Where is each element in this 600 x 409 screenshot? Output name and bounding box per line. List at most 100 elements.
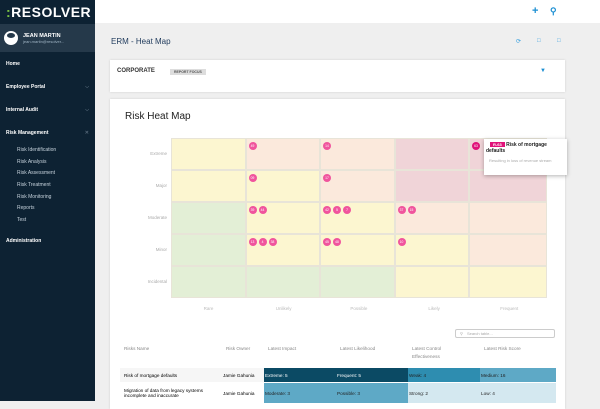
column-header[interactable]: Latest Likelihood xyxy=(340,346,376,351)
tooltip-risk-id: R-63 xyxy=(490,142,505,147)
table-row[interactable]: Risk of mortgage defaults Jamie Gahunia Ex… xyxy=(120,368,556,382)
heat-map-cell[interactable]: 14 xyxy=(320,138,395,170)
risk-bubble[interactable]: 10 xyxy=(397,238,406,246)
sidebar-item-risk-management[interactable]: Risk Management ✕ xyxy=(0,121,95,144)
risk-bubble[interactable]: 5 xyxy=(333,206,341,214)
heat-map-cell[interactable] xyxy=(171,202,246,234)
heat-map-cell[interactable] xyxy=(171,138,246,170)
sidebar-subitem[interactable]: Risk Monitoring xyxy=(17,193,52,200)
risk-bubble[interactable]: 42 xyxy=(323,206,331,214)
heat-map-cell[interactable]: 09 xyxy=(245,170,320,202)
table-cell: Medium: 16 xyxy=(480,368,556,382)
heat-map-cell[interactable] xyxy=(320,266,395,298)
table-cell: Low: 4 xyxy=(480,383,556,403)
filter-icon[interactable]: ▼ xyxy=(540,68,546,74)
sidebar-subitem[interactable]: Risk Analysis xyxy=(17,158,47,165)
table-cell: Frequent: 5 xyxy=(336,368,408,382)
refresh-icon[interactable]: ⟳ xyxy=(516,39,522,45)
heat-map-cell[interactable] xyxy=(469,202,547,234)
heat-map-cell[interactable] xyxy=(469,234,547,266)
column-header[interactable]: Latest Risk Score xyxy=(484,346,521,351)
risk-bubble[interactable]: 09 xyxy=(248,174,257,182)
user-profile[interactable]: JEAN MARTIN jean.martin@resolver... xyxy=(0,24,95,52)
column-label: Unlikely xyxy=(275,306,292,311)
tooltip-title: Risk of mortgage defaults xyxy=(486,142,547,154)
risk-bubble[interactable]: 17 xyxy=(323,174,331,182)
risk-bubble[interactable]: 38 xyxy=(268,238,277,246)
risk-bubble[interactable]: 44 xyxy=(258,206,267,214)
table-cell: Possible: 3 xyxy=(336,383,408,403)
column-label: Possible xyxy=(350,306,368,311)
search-icon[interactable]: ⚲ xyxy=(550,6,557,16)
risk-bubble[interactable]: 4 xyxy=(258,238,267,246)
row-label: Minor xyxy=(155,247,167,252)
heat-map-cell[interactable]: 42 5 7 xyxy=(320,202,395,234)
focus-label: CORPORATE xyxy=(117,68,155,74)
column-header[interactable]: Latest Control Effectiveness xyxy=(412,346,442,359)
sidebar: :RESOLVER JEAN MARTIN jean.martin@resolve… xyxy=(0,0,95,401)
heat-map-cell[interactable] xyxy=(469,266,547,298)
sidebar-item-home[interactable]: Home xyxy=(0,52,95,75)
document-icon[interactable]: □ xyxy=(537,38,541,44)
top-bar: + ⚲ xyxy=(95,0,600,23)
column-label: Likely xyxy=(428,306,440,311)
page-title: ERM - Heat Map xyxy=(111,37,171,46)
logo[interactable]: :RESOLVER xyxy=(6,4,92,20)
sidebar-subitem[interactable]: Test xyxy=(17,216,27,223)
sidebar-subitem[interactable]: Risk Assessment xyxy=(17,170,56,177)
risk-bubble[interactable]: 37 xyxy=(397,206,406,214)
heat-map-cell[interactable]: 37 15 xyxy=(394,202,469,234)
risk-bubble[interactable]: 7 xyxy=(343,206,351,214)
column-header[interactable]: Risks Name xyxy=(124,346,150,351)
row-label: Extreme xyxy=(150,151,167,156)
heat-map-cell[interactable]: 13 4 38 xyxy=(245,234,320,266)
chevron-down-icon[interactable]: ⌵ xyxy=(85,83,89,90)
column-label: Frequent xyxy=(500,306,519,311)
risk-bubble[interactable]: 14 xyxy=(323,142,331,150)
risk-bubble[interactable]: 15 xyxy=(407,206,416,214)
heat-map-cell[interactable]: 39 44 xyxy=(245,202,320,234)
tooltip-description: Resulting in loss of revenue stream xyxy=(489,158,552,163)
table-row[interactable]: Migration of data from legacy systems in… xyxy=(120,383,556,403)
heat-map-cell[interactable] xyxy=(171,170,246,202)
sidebar-item-employee-portal[interactable]: Employee Portal ⌵ xyxy=(0,75,95,98)
heat-map-cell[interactable]: 49 xyxy=(245,138,320,170)
heat-map-cell[interactable] xyxy=(171,266,246,298)
column-header[interactable]: Latest Impact xyxy=(268,346,297,351)
sidebar-item-label: Risk Management xyxy=(6,129,49,136)
heat-map-cell[interactable] xyxy=(394,138,469,170)
heat-map-cell[interactable] xyxy=(245,266,320,298)
sidebar-item-internal-audit[interactable]: Internal Audit ⌵ xyxy=(0,98,95,121)
search-table-input[interactable]: ⚲ Search table... xyxy=(455,329,555,338)
sidebar-subitem[interactable]: Risk Identification xyxy=(17,146,57,153)
column-label: Rare xyxy=(203,306,214,311)
table-cell: Migration of data from legacy systems in… xyxy=(124,388,203,398)
user-email: jean.martin@resolver... xyxy=(23,38,65,44)
risk-bubble[interactable]: 45 xyxy=(323,238,331,246)
heat-map-cell[interactable] xyxy=(394,170,469,202)
risk-bubble[interactable]: 39 xyxy=(248,206,257,214)
report-focus-badge: REPORT FOCUS xyxy=(170,69,206,75)
sidebar-item-label: Home xyxy=(6,60,20,67)
heat-map-cell[interactable]: 10 xyxy=(394,234,469,266)
sidebar-subitem[interactable]: Reports xyxy=(17,205,35,212)
plus-icon[interactable]: + xyxy=(532,5,539,17)
chevron-down-icon[interactable]: ⌵ xyxy=(85,106,89,113)
risk-bubble[interactable]: 63 xyxy=(472,142,480,150)
export-icon[interactable]: □ xyxy=(557,38,561,44)
row-label: Incidental xyxy=(147,279,167,284)
heat-map-cell[interactable]: 45 48 xyxy=(320,234,395,266)
risk-bubble[interactable]: 13 xyxy=(248,238,257,246)
table-cell: Risk of mortgage defaults xyxy=(124,372,178,378)
table-cell: Extreme: 5 xyxy=(264,368,336,382)
risk-bubble[interactable]: 49 xyxy=(248,142,257,150)
close-icon[interactable]: ✕ xyxy=(84,129,89,136)
risk-bubble[interactable]: 48 xyxy=(333,238,341,246)
heat-map-cell[interactable] xyxy=(394,266,469,298)
user-name: JEAN MARTIN xyxy=(23,32,61,39)
heat-map-cell[interactable] xyxy=(171,234,246,266)
column-header[interactable]: Risk Owner xyxy=(226,346,251,351)
sidebar-item-administration[interactable]: Administration xyxy=(6,238,42,245)
heat-map-cell[interactable]: 17 xyxy=(320,170,395,202)
sidebar-subitem[interactable]: Risk Treatment xyxy=(17,181,51,188)
